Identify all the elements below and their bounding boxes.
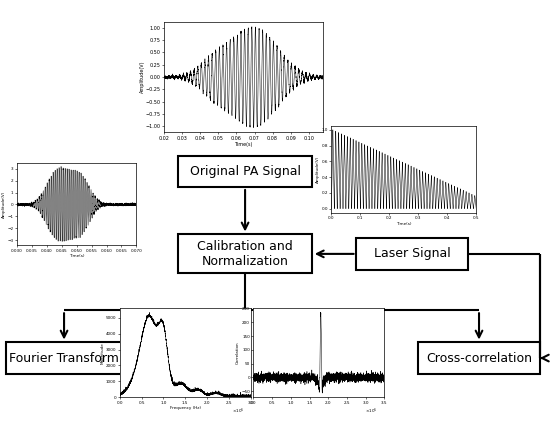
Text: Calibration and
Normalization: Calibration and Normalization [197,240,293,268]
Text: $\times10^6$: $\times10^6$ [232,407,244,416]
Text: Original PA Signal: Original PA Signal [189,165,301,178]
Text: Fourier Transform: Fourier Transform [9,352,119,365]
Y-axis label: Magnitude: Magnitude [100,342,104,364]
FancyBboxPatch shape [6,342,123,374]
FancyBboxPatch shape [418,342,540,374]
Y-axis label: Amplitude(V): Amplitude(V) [316,155,320,183]
Y-axis label: Amplitude(V): Amplitude(V) [139,61,144,93]
X-axis label: Time(s): Time(s) [69,254,84,258]
FancyBboxPatch shape [356,238,468,270]
Y-axis label: Correlation: Correlation [236,341,240,364]
Text: Laser Signal: Laser Signal [374,247,451,260]
X-axis label: Time(s): Time(s) [396,221,412,226]
X-axis label: Time(s): Time(s) [234,142,253,147]
X-axis label: Frequency (Hz): Frequency (Hz) [170,406,201,410]
FancyBboxPatch shape [178,156,312,187]
FancyBboxPatch shape [178,234,312,273]
Text: $\times10^6$: $\times10^6$ [365,407,378,416]
Text: Cross-correlation: Cross-correlation [426,352,532,365]
Y-axis label: Amplitude(V): Amplitude(V) [2,190,6,218]
